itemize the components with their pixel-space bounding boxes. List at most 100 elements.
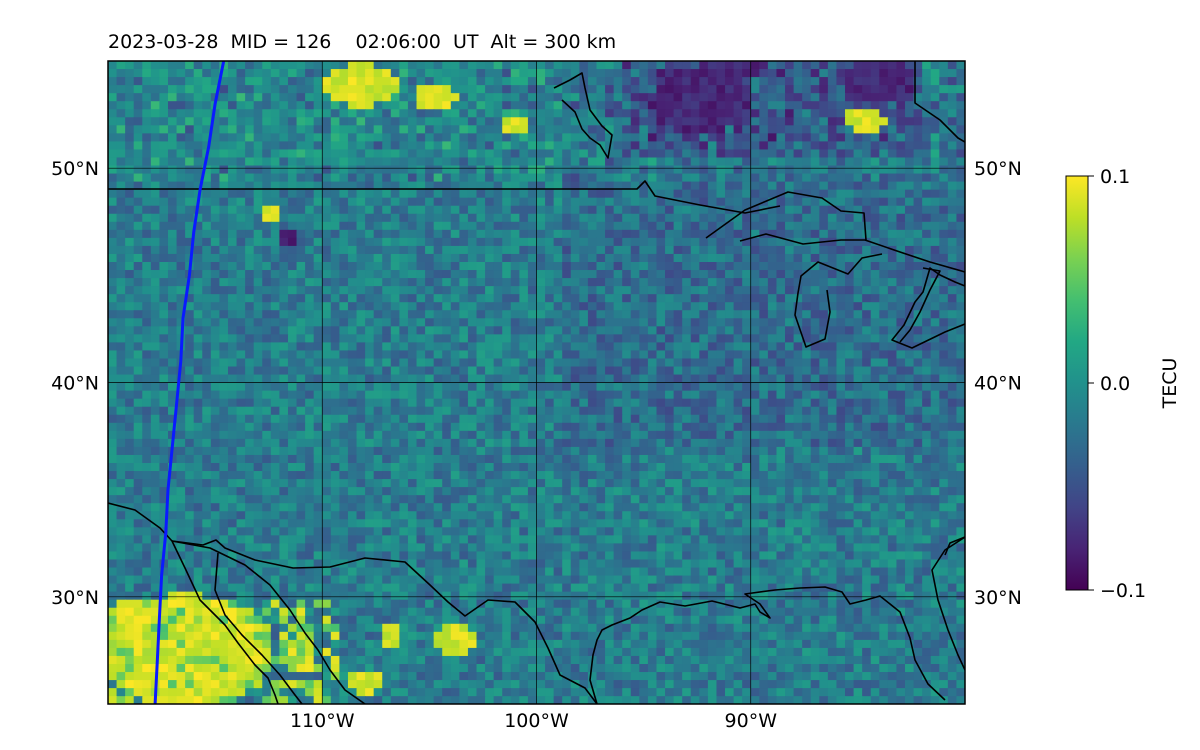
tec-cell xyxy=(287,165,298,175)
tec-cell xyxy=(365,302,375,311)
tec-cell xyxy=(613,205,623,215)
tec-cell xyxy=(373,382,383,392)
tec-cell xyxy=(296,85,306,94)
tec-cell xyxy=(527,358,538,368)
tec-cell xyxy=(253,245,263,255)
tec-cell xyxy=(767,318,778,327)
tec-cell xyxy=(759,133,769,142)
tec-cell xyxy=(202,221,212,231)
tec-cell xyxy=(562,101,572,110)
tec-cell xyxy=(245,101,255,110)
tec-cell xyxy=(407,125,418,134)
tec-cell xyxy=(733,326,743,335)
tec-cell xyxy=(390,173,400,183)
tec-cell xyxy=(819,350,829,360)
tec-cell xyxy=(125,334,135,343)
tec-cell xyxy=(536,278,546,287)
tec-cell xyxy=(647,133,658,142)
tec-cell xyxy=(879,205,889,215)
tec-cell xyxy=(596,165,606,175)
tec-cell xyxy=(133,438,143,448)
tec-cell xyxy=(339,414,349,424)
tec-cell xyxy=(407,430,418,440)
tec-cell xyxy=(605,133,615,142)
tec-cell xyxy=(802,422,812,432)
tec-cell xyxy=(339,334,349,343)
tec-cell xyxy=(673,237,683,247)
tec-cell xyxy=(562,334,572,343)
tec-cell xyxy=(347,173,358,183)
tec-cell xyxy=(673,350,683,360)
tec-cell xyxy=(467,173,478,183)
tec-cell xyxy=(802,165,812,175)
tec-cell xyxy=(579,438,589,448)
tec-cell xyxy=(202,358,212,368)
tec-cell xyxy=(416,270,426,279)
tec-cell xyxy=(545,350,555,360)
tec-cell xyxy=(459,294,469,303)
tec-cell xyxy=(339,133,349,142)
tec-cell xyxy=(467,358,478,368)
tec-cell xyxy=(262,358,272,368)
tec-cell xyxy=(459,398,469,408)
tec-cell xyxy=(887,253,898,263)
tec-cell xyxy=(219,326,229,335)
tec-cell xyxy=(665,69,675,78)
tec-cell xyxy=(947,446,958,456)
tec-cell xyxy=(236,422,246,432)
tec-cell xyxy=(630,229,640,239)
tec-cell xyxy=(219,165,229,175)
tec-cell xyxy=(802,237,812,247)
tec-cell xyxy=(793,454,803,464)
tec-cell xyxy=(939,181,949,191)
tec-cell xyxy=(159,430,169,440)
tec-cell xyxy=(570,326,580,335)
tec-cell xyxy=(750,197,760,207)
tec-cell xyxy=(613,133,623,142)
tec-cell xyxy=(339,221,349,231)
tec-cell xyxy=(716,334,726,343)
tec-cell xyxy=(202,438,212,448)
tec-cell xyxy=(339,286,349,295)
tec-cell xyxy=(442,342,452,352)
tec-cell xyxy=(810,181,820,191)
tec-cell xyxy=(605,406,615,416)
tec-cell xyxy=(905,382,915,392)
tec-cell xyxy=(365,77,375,86)
tec-cell xyxy=(647,253,658,263)
tec-cell xyxy=(219,173,229,183)
tec-cell xyxy=(202,253,212,263)
tec-cell xyxy=(339,165,349,175)
tec-cell xyxy=(193,326,203,335)
tec-cell xyxy=(956,310,965,319)
tec-cell xyxy=(587,77,598,86)
tec-cell xyxy=(108,422,118,432)
tec-cell xyxy=(365,133,375,142)
tec-cell xyxy=(262,326,272,335)
tec-cell xyxy=(579,181,589,191)
tec-cell xyxy=(493,422,503,432)
tec-cell xyxy=(922,358,932,368)
tec-cell xyxy=(579,221,589,231)
tec-cell xyxy=(322,406,332,416)
tec-cell xyxy=(365,398,375,408)
tec-cell xyxy=(682,270,692,279)
tec-cell xyxy=(476,213,486,223)
tec-cell xyxy=(322,213,332,223)
tec-cell xyxy=(716,157,726,167)
tec-cell xyxy=(579,149,589,159)
tec-cell xyxy=(185,406,195,416)
tec-cell xyxy=(313,189,323,199)
tec-cell xyxy=(210,358,221,368)
tec-cell xyxy=(167,390,178,400)
tec-cell xyxy=(853,414,863,424)
tec-cell xyxy=(502,358,512,368)
tec-cell xyxy=(287,221,298,231)
tec-cell xyxy=(793,446,803,456)
tec-cell xyxy=(562,157,572,167)
tec-cell xyxy=(647,398,658,408)
tec-cell xyxy=(313,438,323,448)
tec-cell xyxy=(365,358,375,368)
tec-cell xyxy=(665,149,675,159)
tec-cell xyxy=(716,117,726,126)
